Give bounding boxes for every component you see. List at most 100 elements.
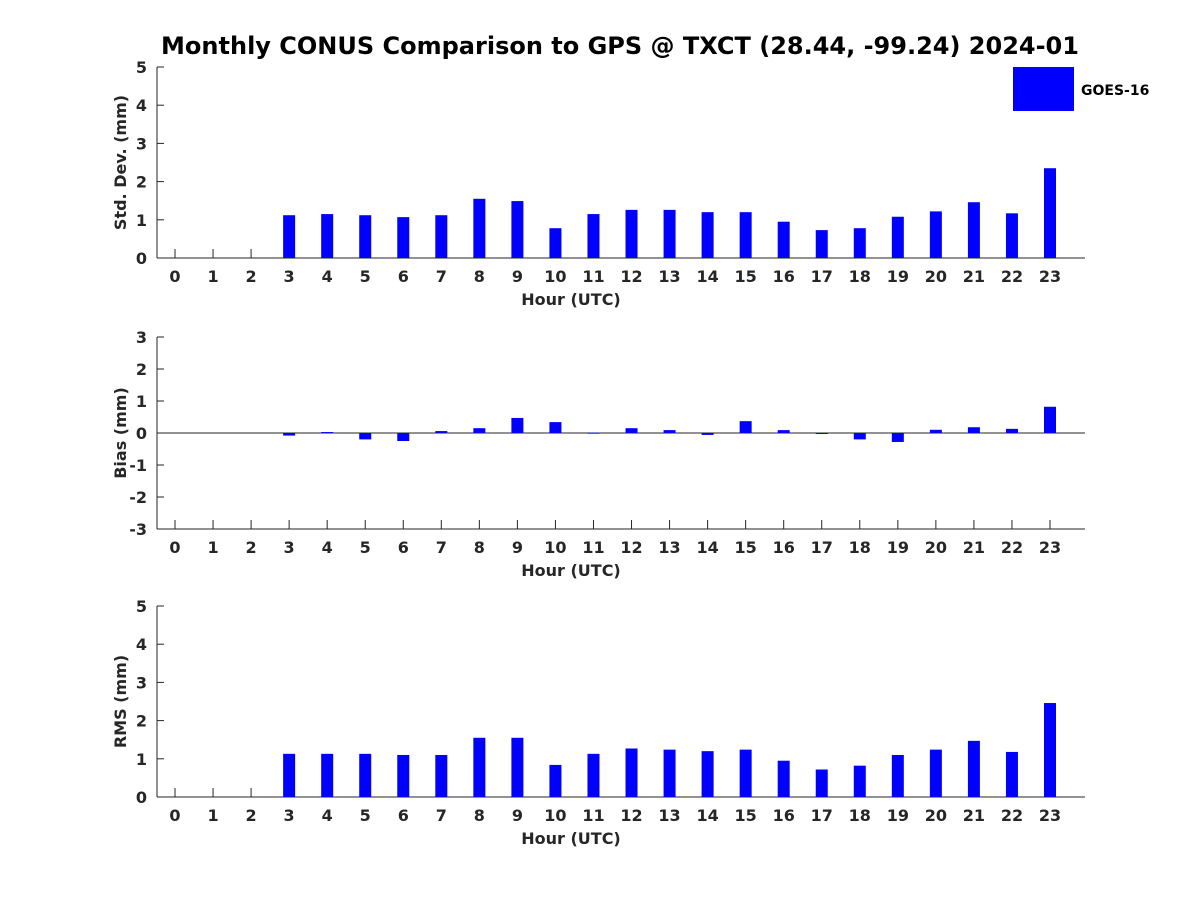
y-axis-label: RMS (mm) [111, 655, 130, 748]
x-tick-label: 18 [849, 267, 871, 286]
bar-hour-11 [587, 214, 600, 258]
x-tick-label: 14 [696, 806, 718, 825]
bar-hour-7 [435, 215, 448, 258]
x-tick-label: 22 [1001, 538, 1023, 557]
y-tick-label: 5 [136, 58, 147, 77]
y-tick-label: 0 [136, 249, 147, 268]
bar-hour-8 [473, 198, 486, 258]
x-tick-label: 3 [284, 267, 295, 286]
x-tick-label: 22 [1001, 267, 1023, 286]
bar-hour-16 [777, 760, 790, 797]
bar-hour-16 [777, 221, 790, 258]
x-tick-label: 20 [925, 538, 947, 557]
x-tick-label: 6 [398, 806, 409, 825]
bar-hour-3 [283, 433, 296, 436]
bar-hour-19 [891, 216, 904, 258]
x-tick-label: 16 [773, 806, 795, 825]
x-tick-label: 3 [284, 806, 295, 825]
y-tick-label: 2 [136, 173, 147, 192]
x-tick-label: 1 [207, 806, 218, 825]
y-tick-label: 4 [136, 96, 147, 115]
bar-hour-10 [549, 228, 562, 258]
x-tick-label: 5 [360, 806, 371, 825]
x-tick-label: 4 [322, 806, 333, 825]
bar-hour-5 [359, 753, 372, 797]
x-tick-label: 4 [322, 538, 333, 557]
legend-label-goes-16: GOES-16 [1081, 83, 1149, 99]
x-tick-label: 1 [207, 538, 218, 557]
x-axis-label: Hour (UTC) [521, 290, 621, 309]
bar-hour-9 [511, 737, 524, 797]
x-tick-label: 21 [963, 806, 985, 825]
y-tick-label: 5 [136, 597, 147, 616]
bar-hour-11 [587, 432, 600, 434]
bar-hour-7 [435, 431, 448, 433]
x-tick-label: 19 [887, 538, 909, 557]
x-tick-label: 15 [735, 538, 757, 557]
x-tick-label: 8 [474, 538, 485, 557]
y-tick-label: 1 [136, 392, 147, 411]
y-tick-label: 3 [136, 134, 147, 153]
bar-hour-21 [967, 427, 980, 433]
bar-hour-21 [967, 202, 980, 258]
x-tick-label: 2 [246, 538, 257, 557]
bar-hour-6 [397, 433, 410, 441]
bar-hour-12 [625, 428, 638, 433]
x-tick-label: 9 [512, 267, 523, 286]
x-tick-label: 19 [887, 806, 909, 825]
bar-hour-22 [1005, 751, 1018, 797]
x-tick-label: 13 [658, 806, 680, 825]
x-tick-label: 17 [811, 267, 833, 286]
bar-hour-11 [587, 753, 600, 797]
bar-hour-18 [853, 433, 866, 440]
x-tick-label: 20 [925, 806, 947, 825]
x-tick-label: 0 [169, 267, 180, 286]
x-tick-label: 20 [925, 267, 947, 286]
x-tick-label: 18 [849, 538, 871, 557]
bar-hour-22 [1005, 428, 1018, 433]
bar-hour-6 [397, 217, 410, 258]
x-tick-label: 0 [169, 806, 180, 825]
bar-hour-14 [701, 751, 714, 797]
bar-hour-20 [929, 211, 942, 258]
x-tick-label: 10 [544, 538, 566, 557]
x-tick-label: 1 [207, 267, 218, 286]
x-tick-label: 2 [246, 267, 257, 286]
x-tick-label: 11 [582, 267, 604, 286]
bar-hour-23 [1044, 168, 1056, 258]
x-tick-label: 12 [620, 538, 642, 557]
legend-swatch-goes-16 [1013, 67, 1074, 111]
bar-hour-13 [663, 430, 676, 433]
x-tick-label: 11 [582, 538, 604, 557]
x-tick-label: 7 [436, 806, 447, 825]
x-tick-label: 23 [1039, 806, 1061, 825]
x-tick-label: 14 [696, 267, 718, 286]
x-tick-label: 3 [284, 538, 295, 557]
bar-hour-22 [1005, 213, 1018, 258]
bar-hour-17 [815, 433, 828, 434]
x-tick-label: 11 [582, 806, 604, 825]
x-tick-label: 13 [658, 538, 680, 557]
bar-hour-20 [929, 429, 942, 433]
bar-hour-6 [397, 754, 410, 797]
x-tick-label: 19 [887, 267, 909, 286]
y-tick-label: 2 [136, 360, 147, 379]
bar-hour-18 [853, 765, 866, 797]
x-tick-label: 9 [512, 538, 523, 557]
bar-hour-12 [625, 748, 638, 797]
x-tick-label: 7 [436, 538, 447, 557]
bar-hour-4 [321, 214, 334, 258]
x-tick-label: 22 [1001, 806, 1023, 825]
figure-title: Monthly CONUS Comparison to GPS @ TXCT (… [161, 32, 1079, 60]
y-tick-label: -3 [129, 520, 147, 539]
x-tick-label: 13 [658, 267, 680, 286]
bar-hour-15 [739, 212, 752, 258]
y-tick-label: -1 [129, 456, 147, 475]
x-tick-label: 9 [512, 806, 523, 825]
bar-hour-8 [473, 737, 486, 797]
bar-hour-8 [473, 428, 486, 433]
y-tick-label: -2 [129, 488, 147, 507]
x-tick-label: 2 [246, 806, 257, 825]
x-tick-label: 23 [1039, 267, 1061, 286]
